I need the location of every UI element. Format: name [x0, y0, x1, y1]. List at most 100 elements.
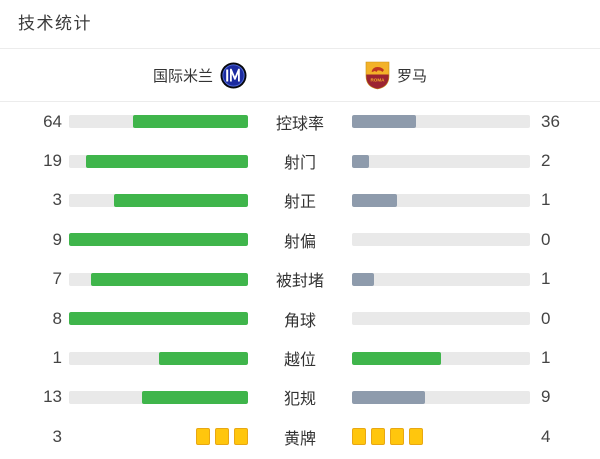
- home-bar-fill: [69, 312, 248, 326]
- yellow-card-icon: [352, 428, 366, 446]
- home-value: 1: [52, 348, 62, 368]
- svg-text:ROMA: ROMA: [370, 77, 385, 82]
- team-home-name: 国际米兰: [152, 67, 213, 85]
- away-bar-track: [352, 233, 530, 247]
- yellow-card-icon: [234, 428, 248, 446]
- home-yellow-cards: [69, 428, 248, 446]
- yellow-card-icon: [215, 428, 229, 446]
- away-bar-fill: [352, 115, 417, 129]
- home-bar-fill: [133, 115, 248, 129]
- away-bar: [352, 115, 530, 129]
- away-yellow-cards: [352, 428, 530, 446]
- stats-list: 64 控球率 36 19 射门 2 3 射正 1 9 射偏 0 7 被封堵 1 8 角球 0 1 越位 1 13 犯规 9 3 黄…: [0, 102, 600, 457]
- yellow-card-icon: [409, 428, 423, 446]
- home-bar-fill: [86, 154, 248, 168]
- home-bar-fill: [158, 351, 248, 365]
- stat-label: 黄牌: [283, 430, 316, 448]
- home-bar: [69, 233, 248, 247]
- away-bar: [352, 351, 530, 365]
- away-bar-track: [352, 351, 530, 365]
- home-bar: [69, 193, 248, 207]
- home-value: 7: [52, 269, 62, 289]
- away-bar-track: [352, 272, 530, 286]
- team-home: 国际米兰: [0, 62, 247, 89]
- home-bar-fill: [69, 233, 248, 247]
- away-value: 4: [541, 426, 551, 446]
- roma-crest-icon: ROMA: [365, 61, 390, 89]
- home-bar-fill: [113, 193, 248, 207]
- home-bar-track: [69, 351, 248, 365]
- stat-label: 犯规: [283, 391, 316, 409]
- home-bar: [69, 115, 248, 129]
- away-value: 0: [541, 229, 551, 249]
- away-bar: [352, 233, 530, 247]
- stat-row-corners: 8 角球 0: [0, 299, 600, 338]
- stat-row-blocked-shots: 7 被封堵 1: [0, 260, 600, 299]
- stat-label: 越位: [283, 352, 316, 370]
- home-bar-track: [69, 312, 248, 326]
- away-bar-fill: [352, 193, 397, 207]
- away-bar-fill: [352, 351, 441, 365]
- away-bar: [352, 193, 530, 207]
- home-bar-track: [69, 193, 248, 207]
- away-bar: [352, 312, 530, 326]
- yellow-card-icon: [371, 428, 385, 446]
- stat-label: 射偏: [283, 233, 316, 251]
- stat-row-shots: 19 射门 2: [0, 141, 600, 180]
- stat-row-offsides: 1 越位 1: [0, 338, 600, 377]
- home-value: 64: [43, 111, 62, 131]
- home-bar-fill: [91, 272, 248, 286]
- home-bar: [69, 390, 248, 404]
- away-value: 2: [541, 151, 551, 171]
- home-bar-track: [69, 272, 248, 286]
- away-bar-track: [352, 154, 530, 168]
- away-bar: [352, 390, 530, 404]
- home-bar: [69, 154, 248, 168]
- header-divider: [0, 101, 600, 102]
- stat-label: 射正: [283, 194, 316, 212]
- away-bar-track: [352, 312, 530, 326]
- stat-row-yellow-cards: 3 黄牌 4: [0, 417, 600, 456]
- yellow-card-icon: [390, 428, 404, 446]
- home-value: 9: [52, 229, 62, 249]
- home-bar: [69, 272, 248, 286]
- stat-row-fouls: 13 犯规 9: [0, 378, 600, 417]
- teams-header: 国际米兰 ROMA 罗马: [0, 49, 600, 101]
- home-bar-track: [69, 390, 248, 404]
- stat-row-possession: 64 控球率 36: [0, 102, 600, 141]
- home-value: 3: [52, 190, 62, 210]
- away-bar-track: [352, 193, 530, 207]
- stat-row-shots-off-target: 9 射偏 0: [0, 220, 600, 259]
- home-value: 8: [52, 308, 62, 328]
- away-value: 36: [541, 111, 560, 131]
- team-away: ROMA 罗马: [352, 61, 427, 90]
- away-bar-fill: [352, 272, 375, 286]
- stat-row-shots-on-target: 3 射正 1: [0, 181, 600, 220]
- away-value: 0: [541, 308, 551, 328]
- home-value: 19: [43, 151, 62, 171]
- away-value: 1: [541, 190, 551, 210]
- stat-label: 被封堵: [275, 273, 324, 291]
- away-bar: [352, 154, 530, 168]
- home-bar-track: [69, 154, 248, 168]
- stat-label: 角球: [283, 312, 316, 330]
- home-bar-fill: [142, 390, 248, 404]
- stat-label: 射门: [283, 155, 316, 173]
- title-divider: [0, 48, 600, 49]
- yellow-card-icon: [196, 428, 210, 446]
- away-value: 1: [541, 269, 551, 289]
- panel-title: 技术统计: [18, 14, 92, 33]
- away-value: 1: [541, 348, 551, 368]
- away-bar: [352, 428, 530, 446]
- away-bar-track: [352, 115, 530, 129]
- home-bar-track: [69, 233, 248, 247]
- team-away-name: 罗马: [397, 67, 428, 85]
- inter-milan-crest-icon: [220, 62, 247, 88]
- away-value: 9: [541, 387, 551, 407]
- away-bar-track: [352, 390, 530, 404]
- home-value: 3: [52, 426, 62, 446]
- away-bar-fill: [352, 154, 369, 168]
- away-bar: [352, 272, 530, 286]
- home-bar: [69, 312, 248, 326]
